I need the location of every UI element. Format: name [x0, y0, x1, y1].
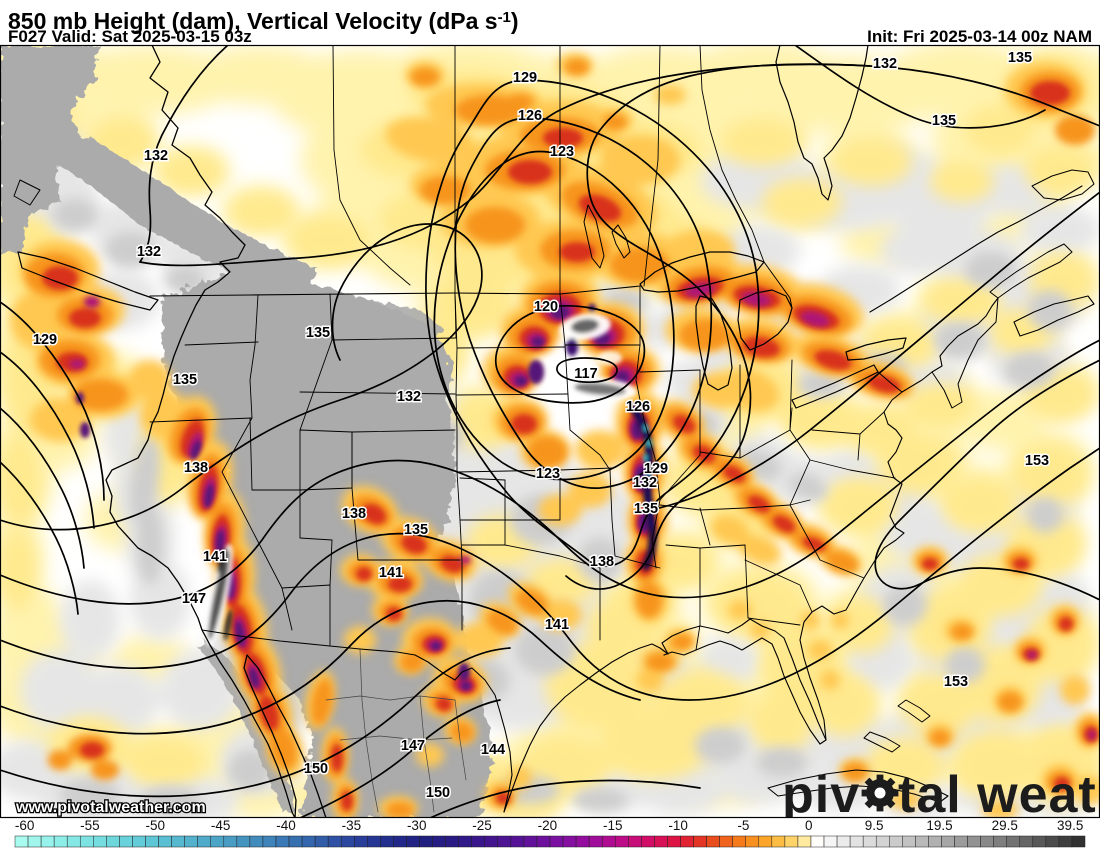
- svg-text:135: 135: [932, 113, 956, 129]
- svg-text:-50: -50: [146, 818, 166, 833]
- svg-text:144: 144: [481, 742, 505, 758]
- svg-text:147: 147: [182, 591, 206, 607]
- svg-text:-10: -10: [668, 818, 688, 833]
- svg-text:132: 132: [137, 244, 161, 260]
- svg-text:135: 135: [173, 372, 197, 388]
- svg-text:135: 135: [404, 522, 428, 538]
- svg-text:141: 141: [379, 565, 403, 581]
- svg-text:132: 132: [633, 475, 657, 491]
- svg-text:150: 150: [304, 761, 328, 777]
- svg-text:141: 141: [203, 549, 227, 565]
- svg-text:19.5: 19.5: [926, 818, 952, 833]
- svg-text:0: 0: [805, 818, 813, 833]
- svg-text:piv: piv: [782, 766, 860, 824]
- svg-text:138: 138: [590, 554, 614, 570]
- svg-text:135: 135: [1008, 50, 1032, 66]
- svg-text:tal weather: tal weather: [898, 766, 1100, 824]
- svg-text:138: 138: [184, 460, 208, 476]
- svg-text:-25: -25: [472, 818, 492, 833]
- svg-text:-60: -60: [15, 818, 35, 833]
- svg-text:153: 153: [944, 674, 968, 690]
- svg-text:120: 120: [534, 299, 558, 315]
- svg-text:153: 153: [1025, 453, 1049, 469]
- svg-text:135: 135: [634, 501, 658, 517]
- svg-text:-35: -35: [342, 818, 362, 833]
- svg-text:132: 132: [144, 148, 168, 164]
- svg-text:-55: -55: [80, 818, 100, 833]
- svg-text:132: 132: [397, 389, 421, 405]
- svg-text:850 mb Height (dam), Vertical: 850 mb Height (dam), Vertical Velocity (…: [8, 8, 519, 34]
- svg-text:126: 126: [626, 399, 650, 415]
- svg-text:-15: -15: [603, 818, 623, 833]
- svg-text:129: 129: [644, 461, 668, 477]
- svg-text:129: 129: [33, 332, 57, 348]
- svg-text:9.5: 9.5: [865, 818, 884, 833]
- svg-text:138: 138: [342, 506, 366, 522]
- svg-text:135: 135: [306, 325, 330, 341]
- svg-text:-45: -45: [211, 818, 231, 833]
- svg-text:141: 141: [545, 617, 569, 633]
- svg-text:-20: -20: [538, 818, 558, 833]
- svg-text:29.5: 29.5: [992, 818, 1018, 833]
- svg-text:147: 147: [401, 738, 425, 754]
- svg-text:150: 150: [426, 785, 450, 801]
- svg-text:-40: -40: [276, 818, 296, 833]
- svg-text:123: 123: [550, 144, 574, 160]
- svg-text:-5: -5: [737, 818, 749, 833]
- svg-text:-30: -30: [407, 818, 427, 833]
- svg-text:132: 132: [873, 56, 897, 72]
- svg-text:123: 123: [536, 466, 560, 482]
- svg-text:39.5: 39.5: [1057, 818, 1083, 833]
- svg-text:126: 126: [518, 108, 542, 124]
- svg-text:F027 Valid: Sat 2025-03-15 03z: F027 Valid: Sat 2025-03-15 03z: [8, 27, 252, 46]
- svg-text:Init: Fri 2025-03-14 00z NAM: Init: Fri 2025-03-14 00z NAM: [867, 27, 1092, 46]
- svg-text:129: 129: [513, 70, 537, 86]
- svg-text:www.pivotalweather.com: www.pivotalweather.com: [15, 799, 206, 816]
- svg-text:117: 117: [574, 366, 597, 382]
